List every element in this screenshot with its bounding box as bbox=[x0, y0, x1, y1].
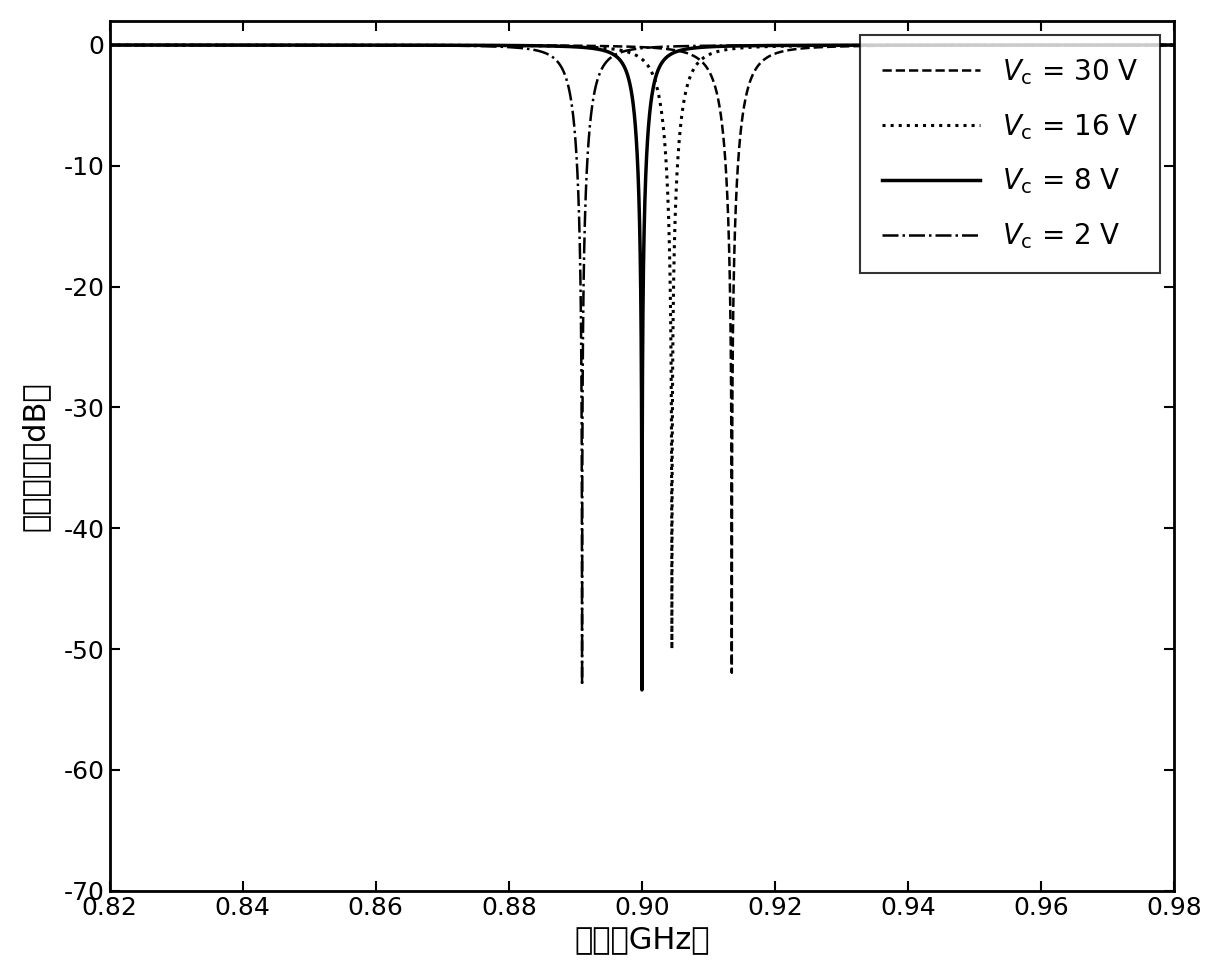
X-axis label: 频率（GHz）: 频率（GHz） bbox=[574, 925, 709, 955]
Y-axis label: 反射系数（dB）: 反射系数（dB） bbox=[21, 381, 50, 530]
Legend: $V_{\rm c}$ = 30 V, $V_{\rm c}$ = 16 V, $V_{\rm c}$ = 8 V, $V_{\rm c}$ = 2 V: $V_{\rm c}$ = 30 V, $V_{\rm c}$ = 16 V, … bbox=[860, 35, 1161, 273]
